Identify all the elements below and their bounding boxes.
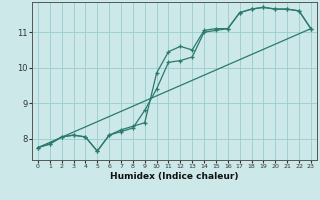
X-axis label: Humidex (Indice chaleur): Humidex (Indice chaleur) xyxy=(110,172,239,181)
